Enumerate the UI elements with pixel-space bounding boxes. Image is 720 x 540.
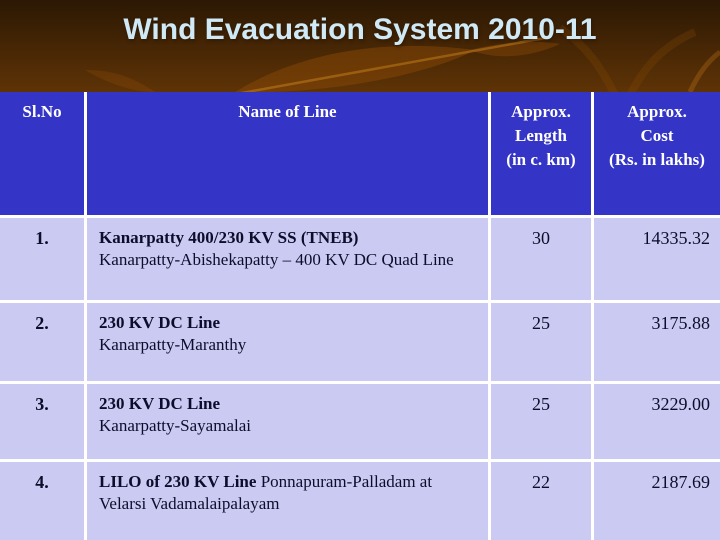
serial-cell: 3. bbox=[0, 384, 84, 459]
line-name-secondary: Ponnapuram-Palladam at Velarsi Vadamalai… bbox=[99, 472, 433, 514]
line-name-secondary: Kanarpatty-Maranthy bbox=[99, 335, 247, 355]
length-cell: 25 bbox=[491, 384, 591, 459]
col-header-cost: Approx. Cost (Rs. in lakhs) bbox=[594, 92, 720, 215]
line-name-primary: LILO of 230 KV Line bbox=[99, 472, 257, 491]
line-name-secondary: Kanarpatty-Sayamalai bbox=[99, 416, 251, 436]
cost-cell: 14335.32 bbox=[594, 218, 720, 300]
line-name-primary: 230 KV DC Line bbox=[99, 394, 221, 413]
line-name-cell: 230 KV DC Line Kanarpatty-Sayamalai bbox=[87, 384, 488, 459]
line-name-cell: 230 KV DC Line Kanarpatty-Maranthy bbox=[87, 303, 488, 381]
col-header-slno: Sl.No bbox=[0, 92, 84, 215]
serial-cell: 2. bbox=[0, 303, 84, 381]
line-name-secondary: Kanarpatty-Abishekapatty – 400 KV DC Qua… bbox=[99, 250, 454, 270]
length-cell: 22 bbox=[491, 462, 591, 540]
cost-cell: 3175.88 bbox=[594, 303, 720, 381]
cost-cell: 3229.00 bbox=[594, 384, 720, 459]
wind-evacuation-table: Sl.No Name of Line Approx. Length (in c.… bbox=[0, 92, 720, 540]
cost-cell: 2187.69 bbox=[594, 462, 720, 540]
length-cell: 25 bbox=[491, 303, 591, 381]
line-name-primary: Kanarpatty 400/230 KV SS (TNEB) bbox=[99, 228, 359, 247]
slide-title: Wind Evacuation System 2010-11 bbox=[123, 13, 597, 46]
line-name-cell: Kanarpatty 400/230 KV SS (TNEB) Kanarpatt… bbox=[87, 218, 488, 300]
col-header-length: Approx. Length (in c. km) bbox=[491, 92, 591, 215]
serial-cell: 4. bbox=[0, 462, 84, 540]
line-name-primary: 230 KV DC Line bbox=[99, 313, 221, 332]
col-header-name: Name of Line bbox=[87, 92, 488, 215]
serial-cell: 1. bbox=[0, 218, 84, 300]
length-cell: 30 bbox=[491, 218, 591, 300]
line-name-cell: LILO of 230 KV Line Ponnapuram-Palladam … bbox=[87, 462, 488, 540]
